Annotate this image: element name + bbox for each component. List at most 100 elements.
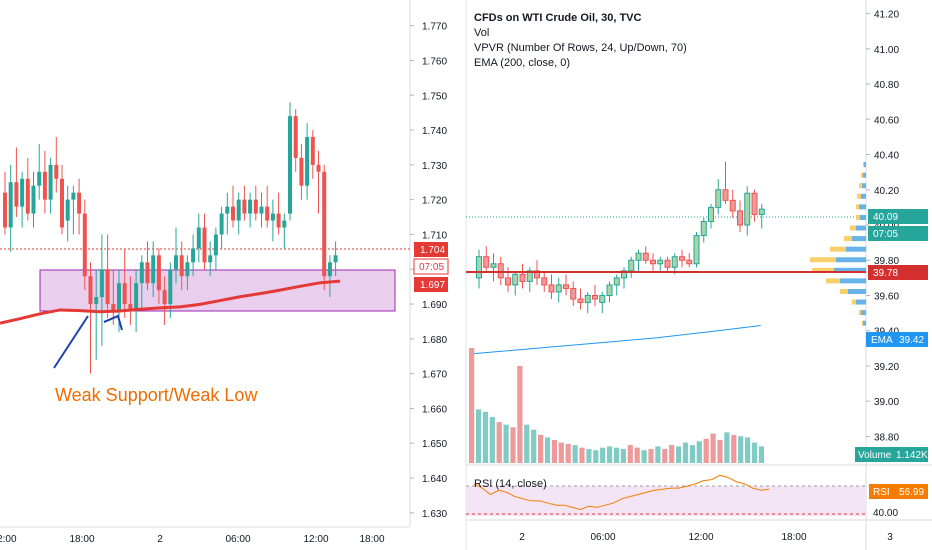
left-x-ticks: 12:00 18:00 2 06:00 12:00 18:00: [0, 534, 385, 545]
volume-bar: [655, 446, 661, 463]
rsi-badge: [869, 484, 928, 499]
left-candle-body: [168, 269, 173, 305]
left-y-tick: 1.640: [422, 474, 447, 485]
left-candle-body: [31, 185, 36, 214]
left-candle-body: [162, 290, 167, 305]
left-candle-body: [128, 304, 133, 311]
right-level-label: 39.78: [873, 268, 898, 279]
left-candle-body: [276, 213, 281, 228]
left-ema-line: [0, 279, 341, 325]
left-candle-body: [253, 199, 258, 214]
right-candle-body: [505, 277, 511, 286]
volume-bar: [648, 448, 654, 463]
left-candle-body: [174, 255, 178, 270]
left-x-tick: 12:00: [303, 534, 328, 545]
left-candle-body: [105, 269, 110, 305]
volume-bar: [689, 445, 695, 463]
left-candle-body: [179, 255, 184, 277]
left-candle-body: [54, 164, 59, 179]
volume-bar: [751, 442, 758, 463]
volume-bar: [710, 433, 716, 463]
vpvr-down-bar: [830, 246, 846, 252]
right-candle-body: [635, 252, 642, 261]
left-candle-body: [48, 164, 53, 200]
annotation-arrow-line: [53, 315, 89, 369]
left-y-tick: 1.630: [422, 509, 447, 520]
volume-bar: [634, 447, 640, 463]
vpvr-up-bar: [861, 310, 866, 316]
ema-badge: [866, 332, 928, 347]
left-y-tick: 1.730: [422, 161, 447, 172]
left-candles: [3, 102, 338, 374]
volume-bar: [496, 422, 502, 463]
volume-bar: [469, 348, 475, 463]
volume-bar: [531, 429, 537, 463]
rsi-band: [466, 486, 866, 516]
volume-bar: [524, 424, 530, 463]
rsi-line: [473, 474, 770, 510]
left-candle-body: [288, 116, 292, 214]
left-candle-body: [122, 283, 127, 305]
vpvr-down-bar: [826, 278, 840, 284]
right-candle-body: [758, 208, 765, 215]
left-countdown-badge: [413, 258, 449, 275]
left-candle-body: [242, 199, 247, 214]
right-last-price-label: 40.09: [873, 212, 898, 223]
left-x-tick: 06:00: [225, 534, 250, 545]
left-candle-body: [134, 283, 139, 311]
left-x-tick: 12:00: [0, 534, 17, 545]
volume-bar: [489, 417, 495, 463]
left-candle-body: [42, 171, 47, 200]
left-last-price-label: 1.704: [420, 245, 445, 256]
right-candle-body: [606, 284, 613, 296]
volume-bar: [745, 437, 751, 463]
left-candle-body: [265, 206, 270, 221]
right-x-tick: 18:00: [781, 532, 806, 543]
right-last-price-badge: [868, 209, 928, 224]
volume-bar: [572, 445, 578, 463]
left-candle-body: [117, 283, 121, 311]
volume-bar: [551, 440, 557, 463]
right-candle-body: [628, 259, 635, 272]
right-y-tick: 39.60: [874, 291, 899, 302]
left-level-label: 1.697: [420, 280, 445, 291]
vpvr-down-bar: [861, 172, 863, 178]
left-candle-body: [60, 178, 64, 228]
vpvr-up-bar: [863, 320, 866, 326]
volume-bars: [469, 348, 764, 463]
right-candle-body: [584, 294, 591, 304]
vpvr-down-bar: [852, 299, 856, 305]
indicator-ema: EMA (200, close, 0): [474, 57, 570, 69]
left-y-tick: 1.650: [422, 439, 447, 450]
volume-bar: [627, 445, 633, 463]
right-candle-body: [722, 189, 729, 201]
right-candle-body: [570, 287, 577, 300]
volume-bar: [510, 427, 516, 463]
left-candle-body: [231, 206, 235, 221]
volume-bar: [724, 432, 730, 463]
volume-bar: [696, 441, 702, 463]
right-candle-body: [497, 263, 504, 279]
vpvr-down-bar: [862, 320, 863, 326]
left-candle-body: [299, 157, 304, 186]
vpvr-down-bar: [810, 257, 836, 263]
right-ema-line: [473, 324, 761, 355]
vpvr-down-bar: [812, 267, 834, 273]
support-zone: [39, 269, 396, 312]
left-y-tick: 1.760: [422, 56, 447, 67]
vpvr-up-bar: [860, 214, 866, 220]
volume-badge: [855, 447, 928, 462]
left-y-tick: 1.710: [422, 230, 447, 241]
right-y-tick: 40.40: [874, 151, 899, 162]
vpvr-up-bar: [846, 246, 866, 252]
left-candle-body: [191, 248, 196, 263]
left-candle-body: [151, 255, 156, 284]
left-y-tick: 1.670: [422, 370, 447, 381]
volume-bar: [758, 446, 764, 463]
left-candle-body: [3, 192, 7, 228]
ema-badge-value: 39.42: [899, 335, 924, 346]
volume-bar: [613, 447, 620, 463]
left-candle-body: [333, 255, 338, 263]
left-candle-body: [20, 178, 25, 207]
left-candle-body: [77, 192, 82, 214]
